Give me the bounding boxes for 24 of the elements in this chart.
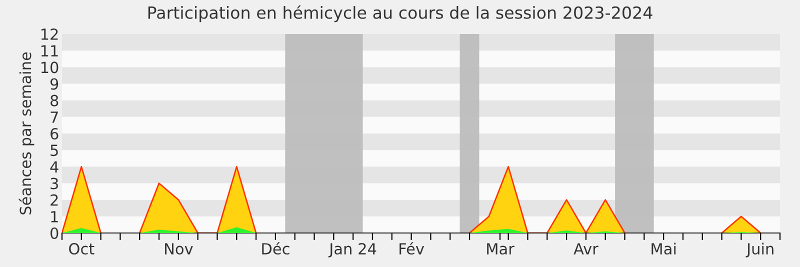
y-tick-label: 9 <box>50 78 58 90</box>
x-tick-label: Mar <box>487 243 514 255</box>
chart-title: Participation en hémicycle au cours de la session 2023-2024 <box>148 5 652 22</box>
x-tick-label: Jan 24 <box>328 242 376 258</box>
y-tick-label: 3 <box>50 178 58 190</box>
y-tick-label: 8 <box>50 94 58 106</box>
y-tick-label: 5 <box>50 144 58 156</box>
y-tick-label: 11 <box>41 45 58 56</box>
y-tick-label: 7 <box>50 112 58 123</box>
x-tick-label: Avr <box>574 243 598 254</box>
y-axis-title: Séances par semaine <box>18 52 34 214</box>
y-tick-label: 6 <box>50 128 58 140</box>
x-tick-label: Oct <box>69 242 94 255</box>
x-tick-label: Nov <box>165 243 193 255</box>
y-tick-label: 2 <box>50 194 58 206</box>
x-tick-label: Mai <box>652 242 676 255</box>
y-tick-label: 10 <box>41 62 58 74</box>
y-tick-label: 0 <box>50 227 58 240</box>
x-tick-label: Déc <box>262 242 290 255</box>
x-tick-label: Fév <box>400 242 424 255</box>
x-tick-label: Juin <box>746 242 774 258</box>
y-tick-label: 12 <box>41 28 58 40</box>
y-tick-label: 1 <box>51 211 58 222</box>
y-tick-label: 4 <box>50 161 58 172</box>
